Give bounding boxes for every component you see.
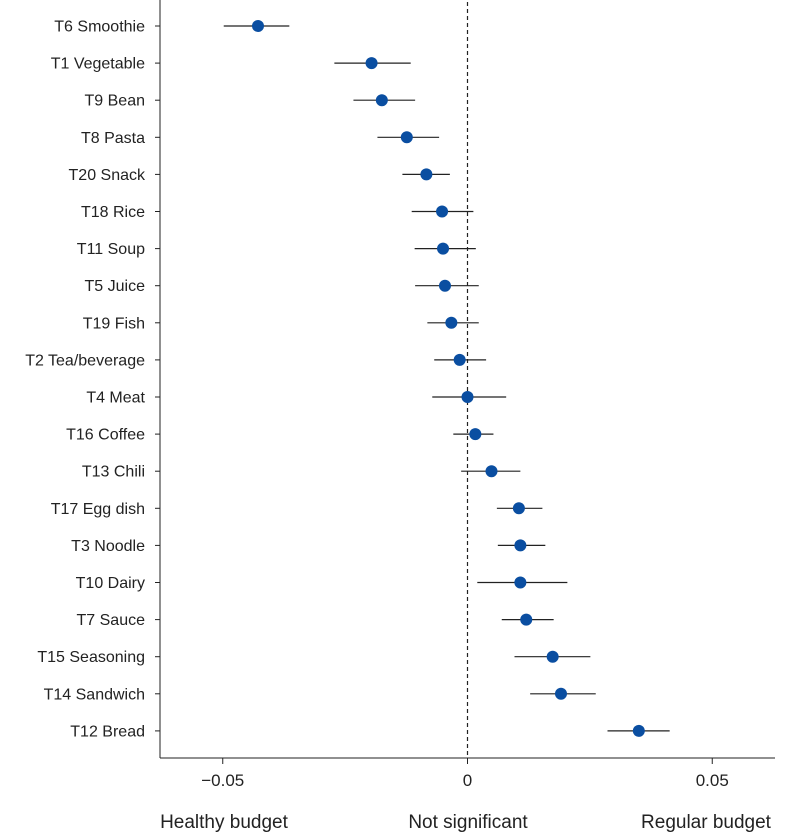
- category-label: T19 Fish: [83, 315, 145, 332]
- forest-row: T13 Chili: [82, 464, 521, 481]
- region-label-right: Regular budget: [641, 812, 772, 833]
- forest-row: T14 Sandwich: [44, 686, 596, 703]
- category-label: T6 Smoothie: [54, 19, 145, 36]
- category-label: T2 Tea/beverage: [25, 352, 145, 369]
- category-label: T1 Vegetable: [51, 56, 145, 73]
- forest-row: T20 Snack: [69, 167, 450, 184]
- region-labels: Healthy budget Not significant Regular bud…: [160, 812, 772, 833]
- category-label: T13 Chili: [82, 464, 145, 481]
- forest-row: T7 Sauce: [77, 612, 554, 629]
- category-label: T16 Coffee: [66, 427, 145, 444]
- point-estimate: [554, 687, 567, 700]
- category-label: T14 Sandwich: [44, 686, 145, 703]
- category-label: T17 Egg dish: [51, 501, 145, 518]
- point-estimate: [520, 613, 533, 626]
- category-label: T15 Seasoning: [37, 649, 145, 666]
- forest-row: T8 Pasta: [81, 130, 440, 147]
- forest-row: T9 Bean: [85, 93, 416, 110]
- point-estimate: [365, 57, 378, 70]
- forest-row: T1 Vegetable: [51, 56, 411, 73]
- forest-row: T11 Soup: [77, 241, 476, 258]
- category-label: T12 Bread: [70, 723, 145, 740]
- point-estimate: [514, 576, 527, 589]
- point-estimate: [546, 650, 559, 663]
- category-label: T10 Dairy: [76, 575, 145, 592]
- x-tick-label: 0.05: [696, 771, 729, 790]
- region-label-center: Not significant: [408, 812, 528, 833]
- category-label: T9 Bean: [85, 93, 145, 110]
- forest-row: T6 Smoothie: [54, 19, 290, 36]
- point-estimate: [438, 279, 451, 292]
- forest-row: T16 Coffee: [66, 427, 494, 444]
- category-label: T8 Pasta: [81, 130, 145, 147]
- point-estimate: [485, 465, 498, 478]
- point-estimate: [461, 391, 474, 403]
- point-estimate: [375, 94, 388, 107]
- forest-row: T12 Bread: [70, 723, 670, 740]
- point-estimate: [445, 316, 458, 329]
- point-estimate: [514, 539, 527, 552]
- forest-row: T17 Egg dish: [51, 501, 543, 518]
- point-estimate: [436, 205, 449, 218]
- point-estimate: [632, 724, 645, 737]
- forest-row: T2 Tea/beverage: [25, 352, 487, 369]
- point-estimate: [251, 20, 264, 32]
- forest-row: T10 Dairy: [76, 575, 568, 592]
- forest-row: T3 Noodle: [71, 538, 546, 555]
- category-label: T4 Meat: [86, 390, 145, 407]
- forest-row: T19 Fish: [83, 315, 479, 332]
- forest-row: T15 Seasoning: [37, 649, 591, 666]
- category-label: T18 Rice: [81, 204, 145, 221]
- category-label: T5 Juice: [85, 278, 146, 295]
- forest-row: T5 Juice: [85, 278, 479, 295]
- point-estimate: [437, 242, 450, 255]
- category-label: T7 Sauce: [77, 612, 146, 629]
- region-label-left: Healthy budget: [160, 812, 289, 833]
- x-tick-label: 0: [463, 771, 472, 790]
- category-label: T3 Noodle: [71, 538, 145, 555]
- forest-row: T4 Meat: [86, 390, 507, 407]
- forest-rows: T6 Smoothie T1 Vegetable T9 Bean T8 Pasta T2…: [25, 19, 670, 740]
- point-estimate: [453, 353, 466, 366]
- point-estimate: [420, 168, 433, 181]
- point-estimate: [469, 428, 482, 441]
- point-estimate: [512, 502, 525, 515]
- forest-row: T18 Rice: [81, 204, 474, 221]
- category-label: T20 Snack: [69, 167, 146, 184]
- plot-axes: [159, 0, 775, 759]
- x-tick-label: −0.05: [201, 771, 244, 790]
- category-label: T11 Soup: [77, 241, 145, 258]
- x-axis: −0.05 0 0.05: [201, 758, 729, 790]
- point-estimate: [400, 131, 413, 144]
